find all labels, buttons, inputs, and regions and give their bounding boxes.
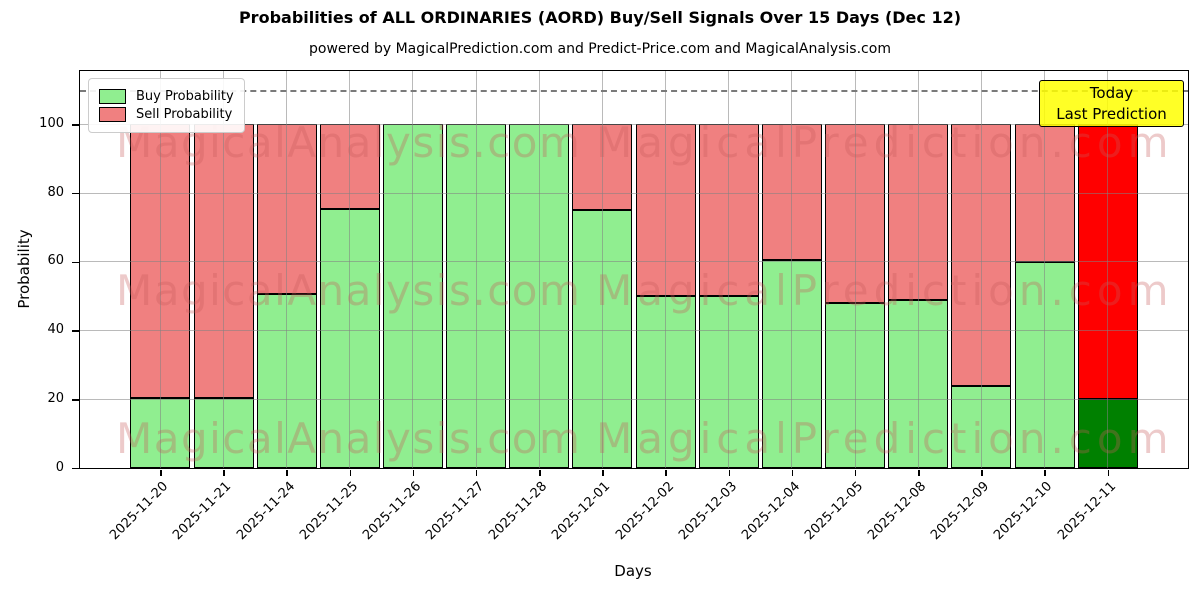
x-tick-label: 2025-11-20 <box>107 479 172 544</box>
today-annotation-line1: Today <box>1089 83 1134 102</box>
legend-label-buy: Buy Probability <box>136 89 234 104</box>
x-tick-label: 2025-12-08 <box>865 479 930 544</box>
gridline-horizontal <box>80 192 1188 194</box>
y-tick-label: 0 <box>55 459 64 475</box>
gridline-vertical <box>1044 71 1045 468</box>
x-tick-label: 2025-11-24 <box>233 479 298 544</box>
gridline-horizontal <box>80 123 1188 125</box>
today-annotation-line2: Last Prediction <box>1056 104 1167 123</box>
x-axis-tick <box>791 470 794 476</box>
y-axis-tick <box>72 399 79 401</box>
gridline-vertical <box>791 71 793 468</box>
gridline-vertical <box>538 71 540 468</box>
x-axis-tick <box>412 470 415 476</box>
x-axis-tick <box>539 470 541 476</box>
today-annotation: Today Last Prediction <box>1039 80 1184 127</box>
threshold-dashed-line <box>80 89 1188 92</box>
gridline-horizontal <box>80 261 1188 263</box>
x-tick-label: 2025-11-26 <box>359 479 425 544</box>
x-tick-label: 2025-12-01 <box>549 479 614 544</box>
legend-label-sell: Sell Probability <box>136 107 233 122</box>
x-axis-label: Days <box>614 562 652 580</box>
x-axis-tick <box>349 470 351 476</box>
y-tick-label: 80 <box>47 184 64 200</box>
x-axis-tick <box>728 470 730 476</box>
legend-item-sell: Sell Probability <box>99 107 234 122</box>
x-tick-label: 2025-11-21 <box>170 479 235 544</box>
gridline-vertical <box>412 71 414 468</box>
y-tick-label: 20 <box>47 390 64 406</box>
gridline-vertical <box>665 71 667 468</box>
x-tick-label: 2025-12-10 <box>991 479 1056 544</box>
y-axis-tick <box>72 124 79 126</box>
y-axis-tick <box>72 192 79 195</box>
gridline-vertical <box>728 71 730 468</box>
gridline-vertical <box>917 71 919 468</box>
gridline-vertical <box>854 71 856 468</box>
gridline-vertical <box>475 71 477 468</box>
gridline-horizontal <box>80 398 1188 400</box>
gridline-vertical <box>980 71 982 468</box>
chart-subtitle: powered by MagicalPrediction.com and Pre… <box>309 41 891 57</box>
buy-swatch-icon <box>99 89 126 104</box>
x-tick-label: 2025-11-25 <box>296 479 361 544</box>
x-axis-tick <box>1107 470 1109 476</box>
x-axis-tick <box>160 470 162 476</box>
x-tick-label: 2025-12-11 <box>1054 479 1119 544</box>
x-axis-tick <box>918 470 920 476</box>
x-axis-tick <box>602 470 604 476</box>
gridline-vertical <box>1107 71 1109 468</box>
x-tick-label: 2025-11-27 <box>423 479 488 544</box>
y-tick-label: 40 <box>47 322 64 337</box>
x-tick-label: 2025-12-09 <box>928 479 993 544</box>
plot-area: MagicalAnalysis.com MagicalPrediction.com… <box>79 70 1189 469</box>
y-axis-label: Probability <box>15 229 33 309</box>
watermark-text: MagicalAnalysis.com <box>116 414 582 463</box>
gridline-vertical <box>349 71 351 468</box>
y-axis-tick <box>72 330 79 332</box>
watermark-text: MagicalPrediction.com <box>596 266 1174 315</box>
x-tick-label: 2025-12-05 <box>802 479 867 544</box>
watermark-text: MagicalAnalysis.com <box>116 266 582 315</box>
x-axis-tick <box>475 470 478 476</box>
y-axis-tick <box>72 261 79 263</box>
x-tick-label: 2025-11-28 <box>486 479 551 544</box>
chart-title: Probabilities of ALL ORDINARIES (AORD) B… <box>238 8 962 27</box>
gridline-vertical <box>159 71 161 468</box>
x-axis-tick <box>223 470 225 476</box>
x-axis-tick <box>854 470 857 476</box>
y-tick-label: 60 <box>47 253 64 269</box>
x-axis-tick <box>665 470 667 476</box>
x-axis-tick <box>981 470 983 476</box>
y-axis-tick <box>72 467 79 470</box>
gridline-vertical <box>601 71 603 468</box>
x-axis-tick <box>286 470 288 476</box>
gridline-vertical <box>286 71 288 468</box>
y-tick-label: 100 <box>39 115 64 131</box>
watermark-text: MagicalPrediction.com <box>596 118 1174 167</box>
sell-swatch-icon <box>99 107 126 122</box>
x-tick-label: 2025-12-03 <box>675 479 740 544</box>
legend-item-buy: Buy Probability <box>99 89 234 104</box>
watermark-text: MagicalPrediction.com <box>596 414 1174 463</box>
legend: Buy Probability Sell Probability <box>88 78 245 133</box>
x-tick-label: 2025-12-02 <box>612 479 677 544</box>
x-tick-label: 2025-12-04 <box>738 479 804 544</box>
x-axis-tick <box>1044 470 1046 476</box>
gridline-vertical <box>223 71 224 468</box>
gridline-horizontal <box>80 330 1188 331</box>
